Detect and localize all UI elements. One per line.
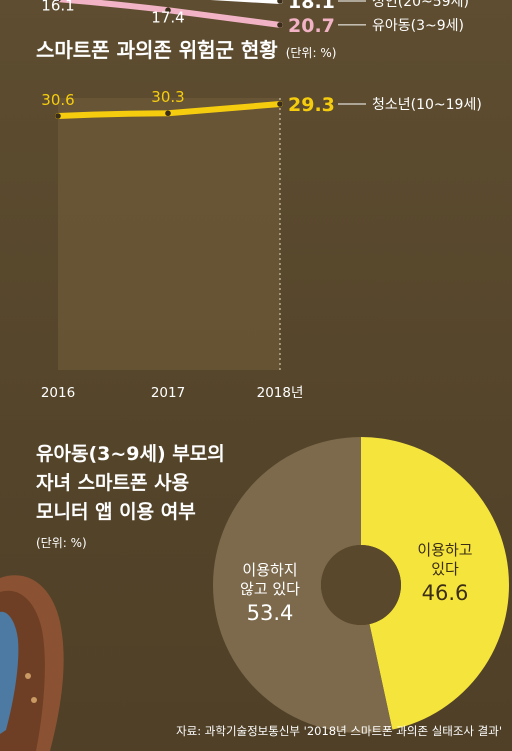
data-point <box>277 0 283 4</box>
decorative-shoe-image <box>0 575 64 751</box>
slice-label: 있다 <box>431 560 459 578</box>
donut-slice <box>212 437 393 733</box>
line-chart-title: 스마트폰 과의존 위험군 현황 <box>36 38 278 62</box>
donut-title-line: 모니터 앱 이용 여부 <box>36 501 196 523</box>
x-axis-ticks: 2016 2017 2018년 <box>41 385 304 401</box>
donut-title-line: 유아동(3~9세) 부모의 <box>36 443 225 465</box>
plot-area <box>58 98 280 370</box>
line-chart-unit: (단위: %) <box>286 46 337 60</box>
data-point <box>55 113 61 119</box>
data-label-latest: 20.7 <box>288 15 335 37</box>
donut-title-line: 자녀 스마트폰 사용 <box>36 472 189 494</box>
legend-label: 성인(20~59세) <box>372 0 469 10</box>
data-point <box>277 22 283 28</box>
data-point <box>165 7 171 13</box>
donut-chart-title: 유아동(3~9세) 부모의 자녀 스마트폰 사용 모니터 앱 이용 여부 <box>36 443 225 523</box>
data-label-latest: 29.3 <box>288 94 335 116</box>
data-point <box>165 110 171 117</box>
slice-label: 이용하지 <box>242 561 297 579</box>
donut-chart-unit: (단위: %) <box>36 536 87 550</box>
data-label: 19.1 <box>151 0 184 4</box>
x-tick-label: 2017 <box>151 385 185 401</box>
slice-label: 않고 있다 <box>240 580 300 598</box>
line-series-group: 30.630.329.3청소년(10~19세)17.919.120.7유아동(3… <box>41 0 482 119</box>
data-label-latest: 18.1 <box>288 0 335 13</box>
slice-value: 53.4 <box>247 601 294 625</box>
data-label: 30.6 <box>41 91 74 109</box>
x-tick-label: 2016 <box>41 385 75 401</box>
data-point <box>55 0 61 2</box>
slice-label: 이용하고 <box>417 541 472 559</box>
legend-label: 유아동(3~9세) <box>372 18 464 34</box>
data-label: 17.4 <box>151 9 184 27</box>
donut-hole <box>321 545 401 625</box>
slice-value: 46.6 <box>422 581 469 605</box>
donut-slice <box>361 437 509 730</box>
legend-label: 청소년(10~19세) <box>372 97 482 113</box>
source-note: 자료: 과학기술정보통신부 '2018년 스마트폰 과의존 실태조사 결과' <box>176 724 502 738</box>
data-label: 30.3 <box>151 88 184 106</box>
data-point <box>277 101 283 107</box>
data-label: 16.1 <box>41 0 74 15</box>
x-tick-label: 2018년 <box>257 385 304 401</box>
